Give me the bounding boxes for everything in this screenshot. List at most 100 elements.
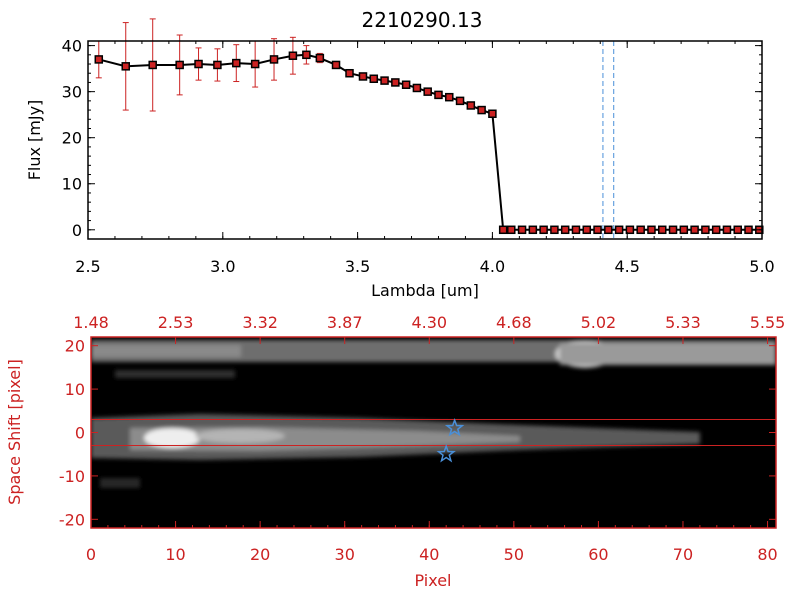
data-point (593, 225, 602, 235)
data-point (466, 101, 476, 110)
series-line (98, 53, 760, 231)
upper-trace-core (91, 345, 241, 357)
upper-trace-right (560, 343, 776, 365)
spectrum-plot (532, 41, 762, 239)
data-point (434, 90, 443, 100)
data-point (679, 225, 689, 235)
data-point (194, 59, 203, 69)
lower-smudge (100, 478, 140, 488)
image-toptick-label: 1.48 (73, 313, 109, 332)
spectrum-series (94, 18, 764, 235)
xtick-label: 4.0 (480, 257, 505, 276)
image-ytick-label: 20 (65, 337, 85, 356)
image-xtick-label: 70 (673, 545, 693, 564)
data-point (232, 58, 241, 68)
data-point (477, 105, 486, 115)
data-point (369, 74, 379, 84)
ytick-label: 0 (72, 221, 82, 240)
spectrum-ylabel: Flux [mJy] (25, 100, 44, 181)
xtick-label: 3.5 (345, 257, 370, 276)
position-markers (436, 418, 465, 463)
image-ylabel: Space Shift [pixel] (5, 359, 24, 505)
data-point (94, 55, 104, 64)
ytick-label: 20 (62, 129, 82, 148)
main-trace-secondary (195, 429, 285, 443)
data-point (315, 53, 325, 63)
ytick-label: 30 (62, 83, 82, 102)
image-toptick-label: 4.68 (496, 313, 532, 332)
spectrum-ticks: 2.5 3.0 3.5 4.0 4.5 5.0 0 10 20 30 40 (62, 37, 775, 276)
data-point (690, 225, 699, 235)
data-point (213, 60, 222, 70)
data-point (302, 50, 311, 60)
data-point (668, 225, 678, 235)
image-ytick-label: -20 (59, 510, 85, 529)
image-toptick-label: 3.87 (327, 313, 363, 332)
data-point (121, 62, 130, 71)
image-xlabel: Pixel (414, 571, 451, 590)
image-ytick-label: 0 (75, 424, 85, 443)
data-point (380, 76, 389, 85)
data-point (539, 225, 548, 235)
spectral-image (91, 340, 776, 488)
image-xtick-label: 50 (504, 545, 524, 564)
spectrum-plot-frame (87, 40, 763, 240)
data-point (507, 225, 516, 235)
data-point (614, 225, 624, 235)
spectrum-xlabel: Lambda [um] (371, 281, 479, 300)
data-point (345, 68, 354, 78)
data-point (391, 78, 400, 87)
star-marker (436, 444, 456, 463)
xtick-label: 4.5 (614, 257, 639, 276)
data-point (636, 225, 645, 235)
image-xtick-label: 20 (250, 545, 270, 564)
data-point (625, 225, 635, 235)
chart-title: 2210290.13 (362, 8, 483, 32)
image-xtick-label: 0 (86, 545, 96, 564)
data-point (550, 225, 559, 235)
data-point (148, 60, 157, 70)
ytick-label: 10 (62, 175, 82, 194)
data-point (250, 59, 260, 69)
data-point (498, 225, 508, 235)
image-toptick-label: 4.30 (411, 313, 447, 332)
data-point (528, 225, 538, 235)
data-point (571, 225, 581, 235)
data-point (423, 87, 432, 96)
image-xtick-label: 10 (165, 545, 185, 564)
image-ticks: 0 10 20 30 40 50 60 70 80 1.48 2.53 3.32 3.87 4.30 4.6… (59, 313, 785, 564)
xtick-label: 2.5 (75, 257, 100, 276)
data-point (711, 225, 721, 235)
data-point (358, 72, 368, 81)
data-point (657, 225, 667, 235)
data-point (733, 225, 742, 235)
image-toptick-label: 5.55 (750, 313, 786, 332)
data-point (744, 225, 753, 235)
data-point (722, 225, 732, 235)
image-toptick-label: 5.02 (581, 313, 617, 332)
data-point (175, 60, 184, 70)
extraction-window (91, 418, 776, 447)
data-point (412, 83, 422, 93)
data-point (331, 60, 341, 70)
main-trace-peak (144, 428, 200, 448)
data-point (488, 109, 497, 119)
image-xtick-label: 60 (588, 545, 608, 564)
data-point (445, 92, 454, 102)
xtick-label: 3.0 (210, 257, 235, 276)
image-ytick-label: 10 (65, 380, 85, 399)
data-point (647, 225, 656, 235)
image-xtick-label: 40 (419, 545, 439, 564)
data-point (288, 51, 298, 60)
image-toptick-label: 3.32 (242, 313, 278, 332)
data-point (582, 225, 592, 235)
data-point (401, 80, 411, 89)
ytick-label: 40 (62, 37, 82, 56)
data-point (269, 55, 279, 64)
xtick-label: 5.0 (749, 257, 774, 276)
image-xtick-label: 80 (757, 545, 777, 564)
data-point (455, 96, 465, 106)
data-point (517, 225, 527, 235)
image-toptick-label: 2.53 (158, 313, 194, 332)
